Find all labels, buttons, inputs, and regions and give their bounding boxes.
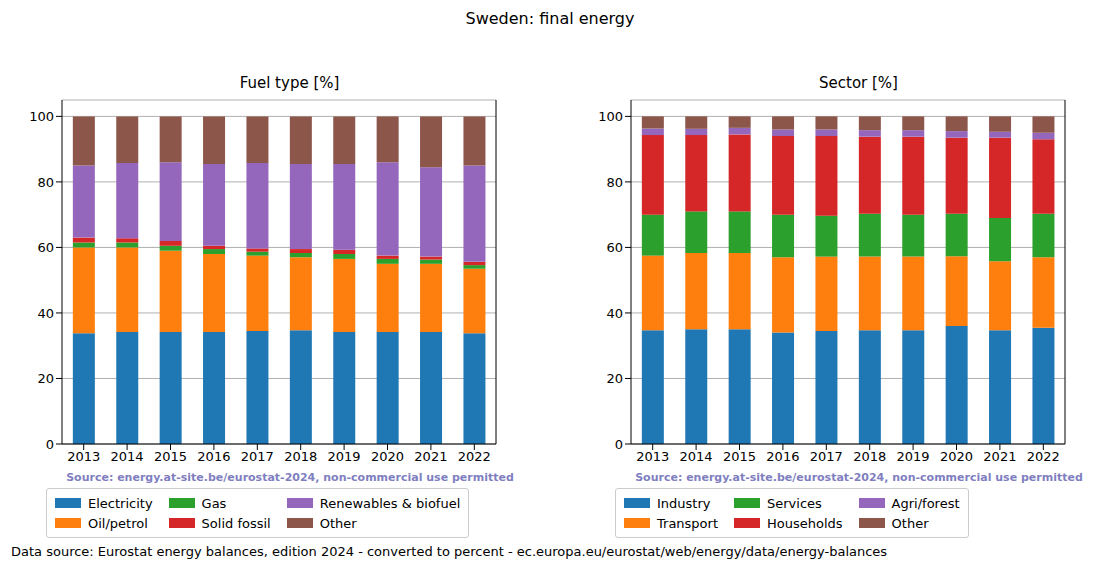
svg-text:2018: 2018	[853, 449, 886, 464]
svg-text:80: 80	[606, 175, 623, 190]
html-text:Data source: Eurostat energy b: Data source: Eurostat energy balances, e…	[11, 544, 888, 559]
svg-text:2015: 2015	[154, 449, 187, 464]
svg-text:2019: 2019	[897, 449, 930, 464]
svg-text:100: 100	[598, 109, 623, 124]
svg-text:2022: 2022	[1027, 449, 1060, 464]
html-text:Electricity: Electricity	[88, 495, 153, 511]
svg-text:2017: 2017	[241, 449, 274, 464]
svg-text:2017: 2017	[810, 449, 843, 464]
svg-text:20: 20	[606, 371, 623, 386]
html-text:Renewables & biofuel: Renewables & biofuel	[319, 495, 461, 511]
svg-text:2020: 2020	[371, 449, 404, 464]
svg-text:0: 0	[615, 437, 623, 452]
svg-text:60: 60	[606, 240, 623, 255]
html-text:Sector [%]: Sector [%]	[819, 74, 898, 92]
svg-text:2022: 2022	[458, 449, 491, 464]
svg-text:2013: 2013	[67, 449, 100, 464]
html-text:Gas: Gas	[201, 495, 227, 511]
svg-text:2021: 2021	[414, 449, 447, 464]
html-text:Fuel type [%]: Fuel type [%]	[239, 74, 340, 92]
html-text:Other: Other	[891, 515, 929, 531]
svg-text:40: 40	[37, 306, 54, 321]
html-text:Agri/forest: Agri/forest	[891, 495, 960, 511]
html-text:Solid fossil: Solid fossil	[201, 515, 271, 531]
svg-text:2016: 2016	[197, 449, 230, 464]
html-text:Industry: Industry	[657, 495, 711, 511]
svg-text:2014: 2014	[111, 449, 144, 464]
svg-text:0: 0	[46, 437, 54, 452]
svg-text:40: 40	[606, 306, 623, 321]
html-text:Oil/petrol: Oil/petrol	[88, 515, 148, 531]
html-text:Households: Households	[767, 515, 843, 531]
svg-text:100: 100	[29, 109, 54, 124]
svg-text:2016: 2016	[766, 449, 799, 464]
svg-text:60: 60	[37, 240, 54, 255]
svg-text:20: 20	[37, 371, 54, 386]
html-text:Sweden: final energy: Sweden: final energy	[465, 9, 635, 28]
html-text:Source: energy.at-site.be/euro: Source: energy.at-site.be/eurostat-2024,…	[635, 471, 1083, 484]
html-text:Services: Services	[767, 495, 822, 511]
svg-text:2015: 2015	[723, 449, 756, 464]
html-text:Source: energy.at-site.be/euro: Source: energy.at-site.be/eurostat-2024,…	[66, 471, 514, 484]
svg-text:80: 80	[37, 175, 54, 190]
svg-text:2020: 2020	[940, 449, 973, 464]
svg-text:2021: 2021	[983, 449, 1016, 464]
svg-text:2018: 2018	[284, 449, 317, 464]
svg-text:2013: 2013	[636, 449, 669, 464]
svg-text:2019: 2019	[328, 449, 361, 464]
html-text:Other: Other	[319, 515, 357, 531]
svg-text:2014: 2014	[680, 449, 713, 464]
html-text:Transport: Transport	[657, 515, 718, 531]
